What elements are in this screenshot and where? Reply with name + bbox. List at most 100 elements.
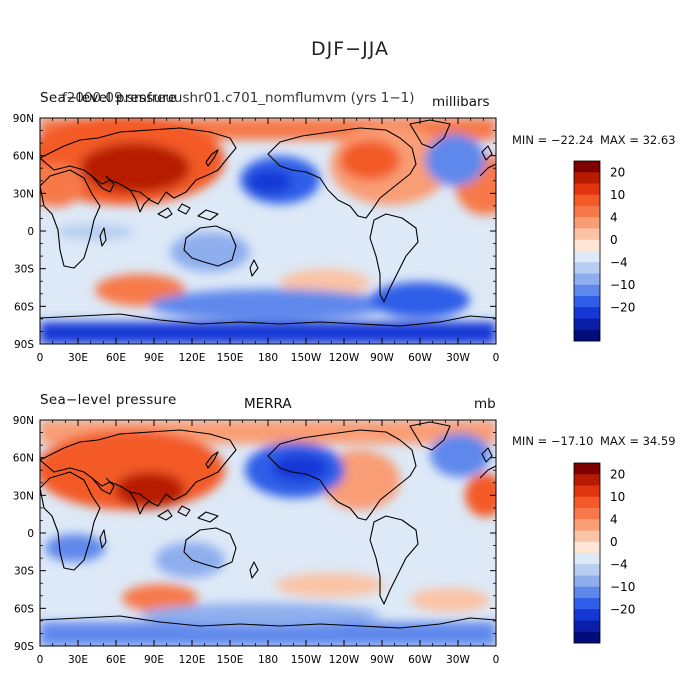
lon-tick-label: 90W	[370, 352, 394, 364]
lon-tick-label: 30E	[68, 654, 88, 666]
panel1-map	[40, 118, 496, 344]
colorbar-swatch	[574, 296, 600, 308]
panel2-map	[40, 420, 496, 646]
colorbar-label: −4	[610, 256, 628, 270]
lon-tick-label: 150W	[291, 654, 322, 666]
lat-tick-label: 90N	[13, 113, 34, 125]
colorbar-swatch	[574, 508, 600, 520]
lat-tick-label: 60S	[14, 301, 34, 313]
colorbar-swatch	[574, 262, 600, 274]
colorbar-swatch	[574, 183, 600, 196]
colorbar-swatch	[574, 586, 600, 599]
lon-tick-label: 30W	[446, 654, 470, 666]
lon-tick-label: 0	[493, 352, 500, 364]
panel1-case-title: f2000.09.smfreuushr01.c701_nomflumvm (yr…	[62, 90, 415, 106]
colorbar-swatch	[574, 474, 600, 486]
figure-title: DJF−JJA	[311, 38, 389, 60]
colorbar-label: −10	[610, 580, 635, 594]
lon-tick-label: 120E	[179, 654, 206, 666]
panel2-max: MAX = 34.59	[600, 434, 676, 448]
lon-tick-label: 180	[258, 352, 278, 364]
lon-tick-label: 120E	[179, 352, 206, 364]
colorbar-label: −4	[610, 558, 628, 572]
colorbar-swatch	[574, 541, 600, 554]
colorbar-label: 0	[610, 233, 618, 247]
colorbar-swatch	[574, 620, 600, 633]
lon-tick-label: 90W	[370, 654, 394, 666]
panel1-min: MIN = −22.24	[512, 133, 594, 147]
lat-tick-label: 90S	[14, 339, 34, 351]
lon-tick-label: 0	[493, 654, 500, 666]
lon-tick-label: 30W	[446, 352, 470, 364]
panel2-units: mb	[474, 396, 496, 412]
panel2-center-title: MERRA	[244, 396, 292, 412]
colorbar-swatch	[574, 318, 600, 331]
lon-tick-label: 30E	[68, 352, 88, 364]
lat-tick-label: 30S	[14, 566, 34, 578]
lon-tick-label: 180	[258, 654, 278, 666]
lat-tick-label: 60N	[13, 151, 34, 163]
lat-tick-label: 30N	[13, 490, 34, 502]
lon-tick-label: 120W	[329, 654, 360, 666]
colorbar-swatch	[574, 463, 600, 475]
colorbar-swatch	[574, 194, 600, 207]
colorbar-frame	[573, 462, 601, 644]
lat-tick-label: 60S	[14, 603, 34, 615]
colorbar-swatch	[574, 239, 600, 252]
lat-tick-label: 0	[27, 226, 34, 238]
colorbar-label: −20	[610, 301, 635, 315]
colorbar-swatch	[574, 485, 600, 498]
lon-tick-label: 60W	[408, 654, 432, 666]
colorbar-swatch	[574, 631, 600, 644]
lon-tick-label: 60E	[106, 654, 126, 666]
lon-tick-label: 90E	[144, 352, 164, 364]
colorbar-swatch	[574, 284, 600, 297]
lat-tick-label: 30S	[14, 264, 34, 276]
lon-tick-label: 0	[37, 352, 44, 364]
colorbar-swatch	[574, 553, 600, 565]
colorbar-swatch	[574, 496, 600, 509]
colorbar-swatch	[574, 519, 600, 531]
colorbar-label: −20	[610, 603, 635, 617]
panel2-min: MIN = −17.10	[512, 434, 594, 448]
colorbar-swatch	[574, 251, 600, 263]
lon-tick-label: 90E	[144, 654, 164, 666]
colorbar-label: −10	[610, 278, 635, 292]
colorbar-label: 0	[610, 535, 618, 549]
panel2-left-title: Sea−level pressure	[40, 392, 177, 408]
colorbar-swatch	[574, 228, 600, 241]
colorbar-swatch	[574, 564, 600, 576]
colorbar-swatch	[574, 161, 600, 173]
colorbar-label: 4	[610, 211, 618, 225]
colorbar-swatch	[574, 329, 600, 342]
lon-tick-label: 60W	[408, 352, 432, 364]
colorbar-swatch	[574, 609, 600, 621]
lat-tick-label: 60N	[13, 453, 34, 465]
lat-tick-label: 90S	[14, 641, 34, 653]
colorbar-label: 20	[610, 468, 625, 482]
lat-tick-label: 30N	[13, 188, 34, 200]
colorbar-swatch	[574, 307, 600, 319]
colorbar-swatch	[574, 206, 600, 218]
panel1-units: millibars	[432, 94, 490, 110]
lat-tick-label: 0	[27, 528, 34, 540]
colorbar-label: 10	[610, 490, 625, 504]
colorbar-swatch	[574, 530, 600, 543]
colorbar-swatch	[574, 273, 600, 286]
colorbars-layer: 20 10 4 0 −4 −10 −20 20 10 4 0 −4 −10 −20	[573, 160, 635, 644]
lon-tick-label: 120W	[329, 352, 360, 364]
colorbar-swatch	[574, 217, 600, 229]
colorbar-label: 4	[610, 513, 618, 527]
lon-tick-label: 150E	[217, 352, 244, 364]
panel1-max: MAX = 32.63	[600, 133, 676, 147]
colorbar-label: 10	[610, 188, 625, 202]
colorbar-swatch	[574, 172, 600, 184]
colorbar-frame	[573, 160, 601, 342]
colorbar-swatch	[574, 575, 600, 588]
lon-tick-label: 0	[37, 654, 44, 666]
colorbar-swatch	[574, 598, 600, 610]
colorbar-label: 20	[610, 166, 625, 180]
lat-tick-label: 90N	[13, 415, 34, 427]
